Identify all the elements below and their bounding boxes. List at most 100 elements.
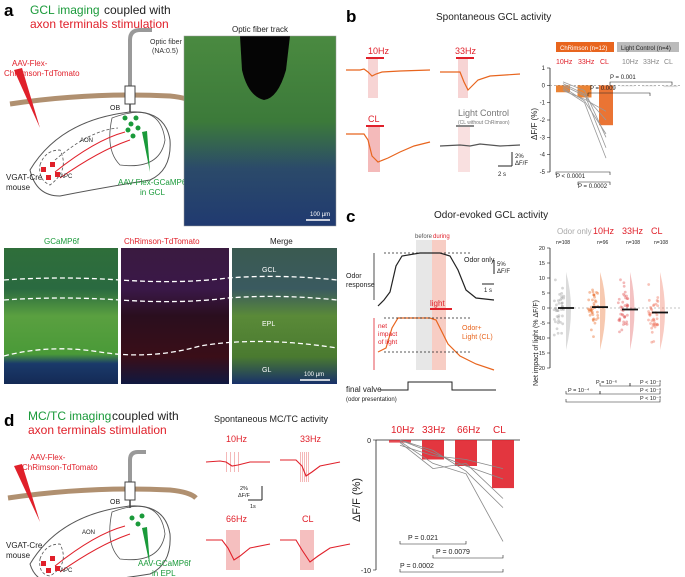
point-c xyxy=(557,315,560,319)
scale-y-d: 2% xyxy=(240,486,248,492)
pval-c-5: P < 10⁻⁹ xyxy=(640,395,661,402)
ytick-label-c: 15 xyxy=(539,261,545,267)
histology-title-chrimson: ChRimson-TdTomato xyxy=(124,237,200,246)
legend-chrimson: ChRimson (n=12) xyxy=(560,46,607,52)
point-c xyxy=(557,301,561,305)
panel-d-trace-title: Spontaneous MC/TC activity xyxy=(214,414,329,424)
panel-d-title-black: coupled with xyxy=(112,409,179,423)
ylabel-d: ΔF/F (%) xyxy=(351,478,363,522)
aon-label: AON xyxy=(80,138,93,144)
point-c xyxy=(553,278,557,282)
point-c xyxy=(587,309,591,313)
panel-b-title: Spontaneous GCL activity xyxy=(436,12,551,23)
point-c xyxy=(560,331,564,335)
histology-gcamp xyxy=(4,248,118,384)
trace-label-light-control: Light Control xyxy=(458,108,509,118)
point-c xyxy=(625,304,629,308)
ytick-label-c: -20 xyxy=(537,366,545,372)
point-c xyxy=(647,312,651,316)
point-c xyxy=(655,323,659,327)
point-c xyxy=(649,322,652,325)
point-c xyxy=(622,292,625,296)
paired-line-b xyxy=(562,90,607,112)
point-c xyxy=(624,296,627,300)
panel-c-title: Odor-evoked GCL activity xyxy=(434,210,548,221)
panel-a: a GCL imaging coupled with axon terminal… xyxy=(3,1,338,384)
trace-label-cl: CL xyxy=(368,114,380,124)
point-c xyxy=(621,300,625,304)
point-c xyxy=(623,304,627,307)
group-c-4: CL xyxy=(651,226,663,236)
panel-label-a: a xyxy=(4,1,14,20)
point-c xyxy=(623,290,627,294)
point-c xyxy=(618,330,621,334)
aon-label-d: AON xyxy=(82,530,95,536)
ytick-label-b: -5 xyxy=(540,170,546,176)
point-c xyxy=(655,322,659,326)
bar-b-10hz xyxy=(620,85,635,87)
group-b-3: CL xyxy=(600,59,609,66)
point-c xyxy=(655,313,659,317)
gcl-cells xyxy=(122,115,141,139)
point-c xyxy=(656,304,660,308)
point-c xyxy=(647,310,650,313)
sig-bracket-b xyxy=(555,171,611,175)
bar-d-33hz xyxy=(422,440,444,460)
paired-line-d xyxy=(399,442,504,499)
point-c xyxy=(618,318,621,321)
point-c xyxy=(656,323,660,327)
point-c xyxy=(620,313,624,316)
paired-line-d xyxy=(399,439,504,508)
label-odor-resp-1: Odor xyxy=(346,273,362,280)
scale-y-c: 5% xyxy=(497,262,506,268)
point-c xyxy=(591,313,595,316)
histology-title-merge: Merge xyxy=(270,237,293,246)
point-c xyxy=(648,313,652,317)
panel-a-title-black: coupled with xyxy=(104,3,171,17)
virus-red-d-1: AAV-Flex- xyxy=(30,453,66,462)
point-c xyxy=(650,326,654,330)
point-c xyxy=(649,307,653,311)
point-c xyxy=(593,299,597,302)
point-c xyxy=(561,286,564,290)
point-c xyxy=(647,298,651,302)
point-c xyxy=(589,308,593,312)
point-c xyxy=(622,281,626,285)
n-c-4: n=108 xyxy=(654,240,668,246)
scale-bar-label-a2: 100 µm xyxy=(304,372,324,378)
ytick-label-b: -4 xyxy=(540,153,546,159)
ytick-label-c: -15 xyxy=(537,351,545,357)
panel-label-c: c xyxy=(346,207,355,226)
point-c xyxy=(561,314,564,318)
point-c xyxy=(650,340,654,344)
point-c xyxy=(596,316,600,320)
paired-line-d xyxy=(399,444,504,469)
point-c xyxy=(653,321,657,325)
point-c xyxy=(652,304,655,308)
point-c xyxy=(656,296,660,299)
label-light: light xyxy=(430,299,445,308)
point-c xyxy=(590,309,593,312)
point-c xyxy=(622,323,625,326)
panel-a-title-green: GCL imaging xyxy=(30,3,100,17)
point-c xyxy=(587,308,591,311)
pval-c-1: P = 10⁻⁶ xyxy=(596,379,617,386)
paired-line-b xyxy=(562,86,607,135)
point-c xyxy=(590,311,594,315)
n-c-3: n=108 xyxy=(626,240,640,246)
point-c xyxy=(589,309,593,312)
optic-fiber-label1: Optic fiber xyxy=(150,39,183,46)
point-c xyxy=(650,330,654,334)
ob-label-d: OB xyxy=(110,499,120,506)
traces-b xyxy=(346,68,521,163)
group-b-4: 10Hz xyxy=(622,59,639,66)
ytick-label-b: -1 xyxy=(540,101,546,107)
point-c xyxy=(586,307,590,311)
legend-chrimson-box xyxy=(556,42,614,52)
histology-title-gcamp: GCaMP6f xyxy=(44,237,80,246)
traces-d xyxy=(205,452,351,570)
bar-chart-b: 1 0 -1 -2 -3 -4 -5 xyxy=(540,66,682,185)
ytick-label-c: -10 xyxy=(537,336,545,342)
sig-bracket-c xyxy=(599,391,661,395)
ytick-label-b: -3 xyxy=(540,135,546,141)
